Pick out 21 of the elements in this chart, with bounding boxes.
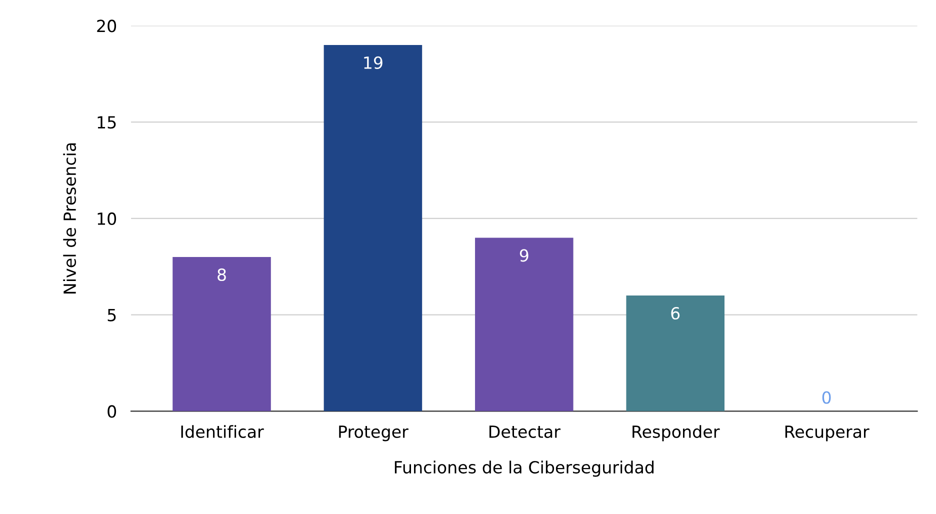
x-tick-label: Proteger xyxy=(339,426,408,442)
bar xyxy=(172,257,271,412)
x-tick-label: Detectar xyxy=(489,426,560,438)
bar xyxy=(324,44,422,412)
data-label: 8 xyxy=(218,268,226,282)
y-axis-title: Nivel de Presencia xyxy=(63,143,76,294)
data-label: 6 xyxy=(671,306,680,320)
bar xyxy=(475,238,574,412)
y-tick-label: 15 xyxy=(98,116,116,129)
data-label: 0 xyxy=(822,391,831,404)
x-tick-label: Recuperar xyxy=(785,426,870,442)
y-tick-label: 20 xyxy=(97,20,116,32)
x-axis-title: Funciones de la Ciberseguridad xyxy=(394,460,654,477)
x-tick-label: Responder xyxy=(632,425,720,442)
data-label: 9 xyxy=(520,249,528,262)
x-tick-label: Identificar xyxy=(181,425,264,438)
y-tick-label: 10 xyxy=(98,212,116,226)
y-tick-label: 5 xyxy=(108,309,116,322)
y-tick-label: 0 xyxy=(108,405,116,418)
bar xyxy=(626,296,724,412)
data-label: 19 xyxy=(364,56,382,69)
